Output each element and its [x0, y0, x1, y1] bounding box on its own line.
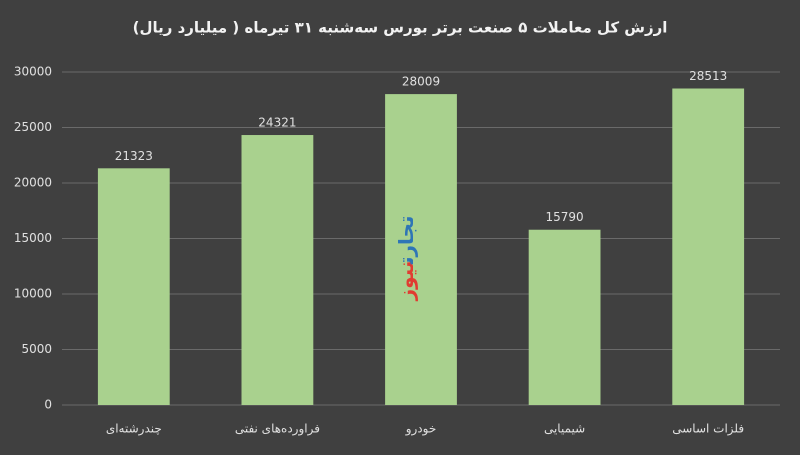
- chart-title: ارزش کل معاملات ۵ صنعت برتر بورس سه‌شنبه…: [133, 19, 668, 37]
- watermark: تجارتنیوز: [394, 216, 418, 302]
- bar: [241, 135, 314, 405]
- y-tick-label: 0: [44, 398, 52, 412]
- bar: [528, 229, 601, 405]
- bar: [97, 168, 170, 405]
- y-tick-label: 15000: [14, 231, 52, 245]
- data-label: 28009: [402, 75, 440, 89]
- bar: [672, 88, 745, 405]
- x-tick-label: فلزات اساسی: [672, 422, 744, 437]
- data-label: 15790: [546, 210, 584, 224]
- y-tick-label: 30000: [14, 65, 52, 79]
- bar: [385, 94, 457, 405]
- watermark-part: تجارت: [394, 216, 418, 265]
- watermark-part: نیوز: [394, 259, 418, 301]
- x-tick-label: چندرشته‌ای: [106, 422, 162, 437]
- y-tick-label: 5000: [21, 342, 52, 356]
- data-label: 21323: [115, 149, 153, 163]
- y-tick-label: 10000: [14, 287, 52, 301]
- data-label: 28513: [689, 69, 727, 83]
- y-tick-label: 20000: [14, 176, 52, 190]
- y-tick-label: 25000: [14, 120, 52, 134]
- x-tick-label: شیمیایی: [544, 422, 585, 436]
- watermark-text: تجارتنیوز: [394, 216, 418, 302]
- data-label: 24321: [258, 116, 296, 130]
- x-tick-label: فراورده‌های نفتی: [235, 422, 320, 437]
- x-tick-label: خودرو: [405, 422, 437, 437]
